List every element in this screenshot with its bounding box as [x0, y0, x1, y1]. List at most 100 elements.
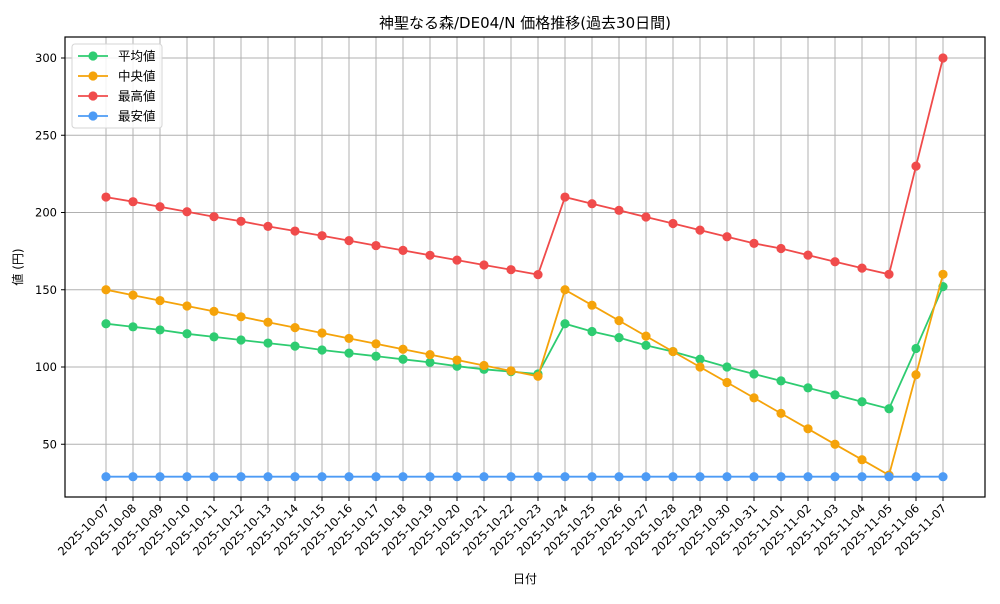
data-point	[722, 232, 732, 242]
y-axis-label: 値 (円)	[10, 248, 25, 285]
data-point	[263, 338, 273, 348]
legend-item: 中央値	[78, 69, 156, 84]
y-tick-label: 50	[42, 437, 57, 451]
series-3	[101, 472, 948, 482]
legend-label: 最安値	[118, 109, 156, 124]
data-point	[857, 455, 867, 465]
data-point	[587, 199, 597, 209]
data-point	[155, 325, 165, 335]
data-point	[101, 472, 111, 482]
data-point	[884, 472, 894, 482]
data-point	[803, 383, 813, 393]
data-point	[614, 316, 624, 326]
data-point	[155, 472, 165, 482]
data-point	[128, 197, 138, 207]
data-point	[749, 472, 759, 482]
y-tick-label: 250	[35, 128, 57, 142]
data-point	[641, 340, 651, 350]
data-point	[236, 335, 246, 345]
data-point	[128, 472, 138, 482]
data-point	[290, 341, 300, 351]
data-point	[344, 472, 354, 482]
data-point	[587, 300, 597, 310]
data-point	[182, 301, 192, 311]
data-point	[803, 472, 813, 482]
data-point	[290, 226, 300, 236]
chart-title: 神聖なる森/DE04/N 価格推移(過去30日間)	[379, 14, 671, 32]
data-point	[587, 326, 597, 337]
data-point	[830, 390, 840, 400]
data-point	[641, 472, 651, 482]
series-layer	[101, 53, 948, 482]
data-point	[425, 350, 435, 360]
data-point	[155, 202, 165, 212]
series-1	[101, 269, 948, 480]
data-point	[938, 53, 948, 63]
data-point	[560, 285, 570, 295]
data-point	[776, 376, 786, 386]
data-point	[371, 240, 381, 251]
grid-lines	[65, 37, 985, 497]
data-point	[209, 332, 219, 342]
data-point	[398, 354, 408, 364]
legend-label: 中央値	[118, 69, 156, 84]
data-point	[668, 218, 678, 229]
data-point	[776, 408, 786, 418]
data-point	[884, 404, 894, 414]
data-point	[344, 348, 354, 358]
data-point	[857, 397, 867, 407]
data-point	[371, 472, 381, 482]
data-point	[182, 207, 192, 217]
data-point	[776, 472, 786, 482]
data-point	[560, 472, 570, 482]
legend-label: 最高値	[118, 89, 156, 104]
data-point	[101, 192, 111, 202]
legend-marker-icon	[88, 111, 98, 121]
data-point	[911, 161, 921, 171]
y-tick-label: 100	[35, 360, 57, 374]
y-tick-label: 150	[35, 283, 57, 297]
data-point	[344, 236, 354, 246]
data-point	[641, 212, 651, 222]
data-point	[533, 472, 543, 482]
data-point	[155, 295, 165, 306]
data-point	[209, 306, 219, 316]
data-point	[506, 265, 516, 275]
data-point	[938, 269, 948, 279]
legend-box	[71, 43, 163, 129]
x-axis: 2025-10-072025-10-082025-10-092025-10-10…	[55, 497, 949, 558]
data-point	[290, 323, 300, 333]
data-point	[641, 331, 651, 341]
data-point	[425, 357, 435, 367]
data-point	[614, 472, 624, 482]
data-point	[803, 250, 813, 260]
data-point	[722, 377, 732, 388]
data-point	[479, 260, 489, 270]
data-point	[182, 329, 192, 339]
data-point	[317, 345, 327, 355]
data-point	[560, 319, 570, 329]
data-point	[101, 319, 111, 329]
data-point	[425, 250, 435, 260]
legend-marker-icon	[88, 71, 98, 81]
y-axis: 50 100 150 200 250 300	[35, 51, 65, 451]
data-point	[182, 472, 192, 482]
data-point	[938, 472, 948, 482]
data-point	[614, 333, 624, 343]
data-point	[668, 346, 678, 357]
data-point	[398, 344, 408, 354]
data-point	[668, 472, 678, 482]
y-tick-label: 300	[35, 51, 57, 65]
data-point	[857, 263, 867, 273]
legend-item: 最高値	[78, 89, 156, 104]
data-point	[587, 472, 597, 482]
data-point	[317, 472, 327, 482]
data-point	[830, 439, 840, 449]
data-point	[695, 472, 705, 482]
data-point	[398, 245, 408, 255]
legend-marker-icon	[88, 51, 98, 61]
legend-label: 平均値	[118, 49, 156, 64]
data-point	[317, 231, 327, 241]
data-point	[749, 393, 759, 403]
